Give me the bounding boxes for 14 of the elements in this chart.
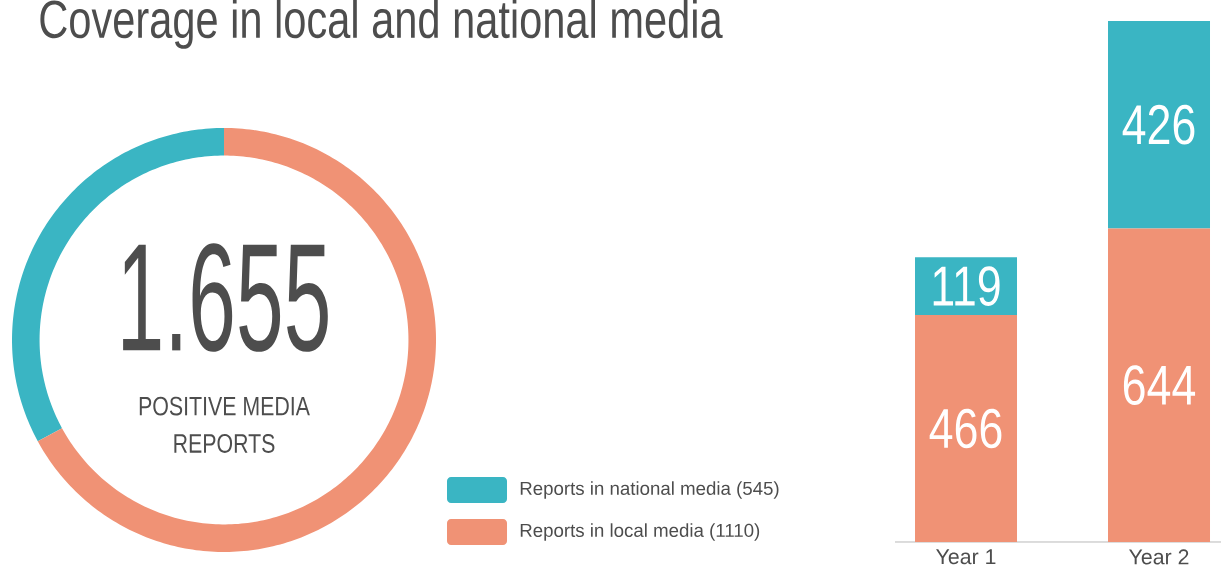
data-label: 466 [929, 408, 1002, 449]
text: 1.655 [123, 243, 328, 352]
bar [1108, 20, 1211, 229]
data-label: 426 [1122, 104, 1195, 145]
text: POSITIVE MEDIA REPORTS [139, 396, 310, 453]
chart-title: Coverage in local and national media [40, 0, 723, 49]
x-tick-label: Year 2 [1129, 549, 1189, 565]
legend-label: Reports in national media (545) [520, 481, 779, 499]
data-label: 644 [1123, 365, 1196, 406]
bar [915, 315, 1018, 542]
data-label: 119 [933, 266, 1000, 306]
x-tick-label: Year 1 [936, 549, 996, 565]
bar [1108, 228, 1211, 542]
legend-label: Reports in local media (1110) [520, 523, 760, 541]
